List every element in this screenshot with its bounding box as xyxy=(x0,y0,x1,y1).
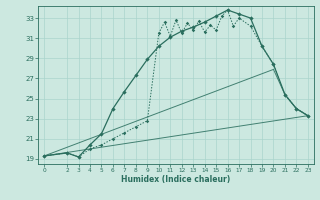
X-axis label: Humidex (Indice chaleur): Humidex (Indice chaleur) xyxy=(121,175,231,184)
